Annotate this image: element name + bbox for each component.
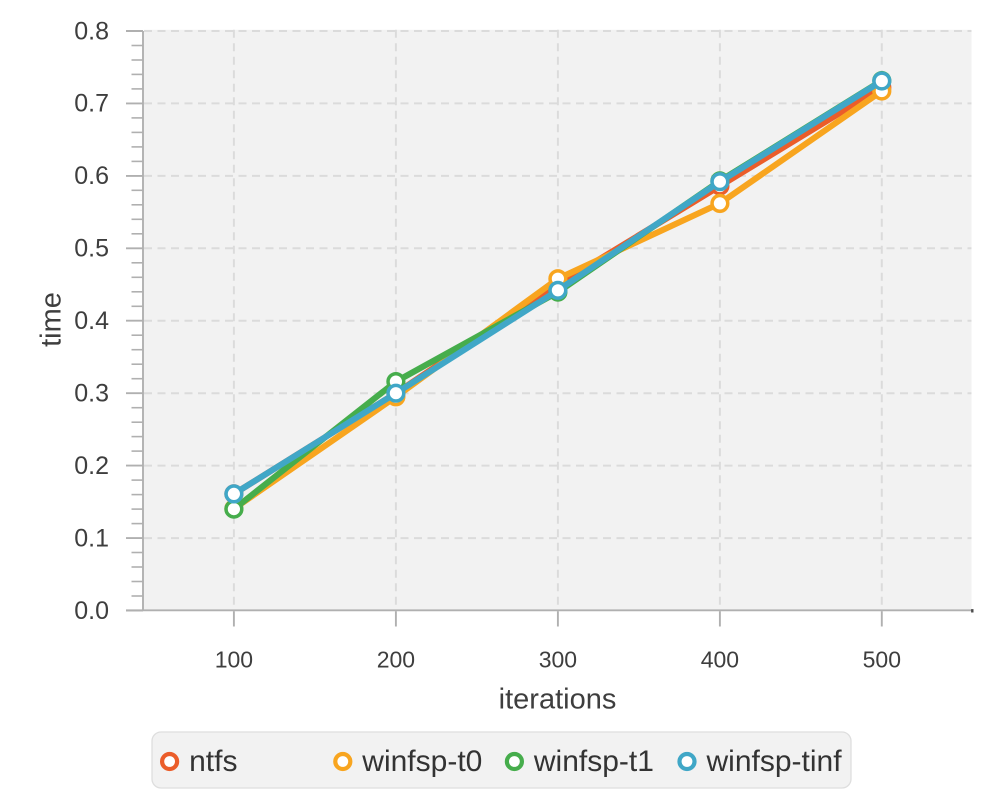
- svg-text:iterations: iterations: [499, 684, 617, 716]
- svg-text:0.4: 0.4: [74, 307, 109, 335]
- svg-text:100: 100: [215, 647, 253, 673]
- svg-text:0.6: 0.6: [74, 162, 109, 190]
- svg-text:500: 500: [863, 647, 901, 673]
- svg-text:200: 200: [377, 647, 415, 673]
- svg-text:0.5: 0.5: [74, 235, 109, 263]
- svg-text:0.7: 0.7: [74, 90, 109, 118]
- svg-text:0.2: 0.2: [74, 452, 109, 480]
- svg-text:300: 300: [539, 647, 577, 673]
- svg-text:ntfs: ntfs: [189, 745, 237, 778]
- svg-text:winfsp-t1: winfsp-t1: [533, 745, 654, 778]
- svg-text:winfsp-t0: winfsp-t0: [361, 745, 482, 778]
- svg-text:0.0: 0.0: [74, 597, 109, 625]
- svg-text:time: time: [36, 292, 68, 347]
- svg-text:400: 400: [701, 647, 739, 673]
- svg-text:0.8: 0.8: [74, 17, 109, 45]
- svg-text:0.1: 0.1: [74, 524, 109, 552]
- svg-text:winfsp-tinf: winfsp-tinf: [706, 745, 843, 778]
- svg-text:0.3: 0.3: [74, 380, 109, 408]
